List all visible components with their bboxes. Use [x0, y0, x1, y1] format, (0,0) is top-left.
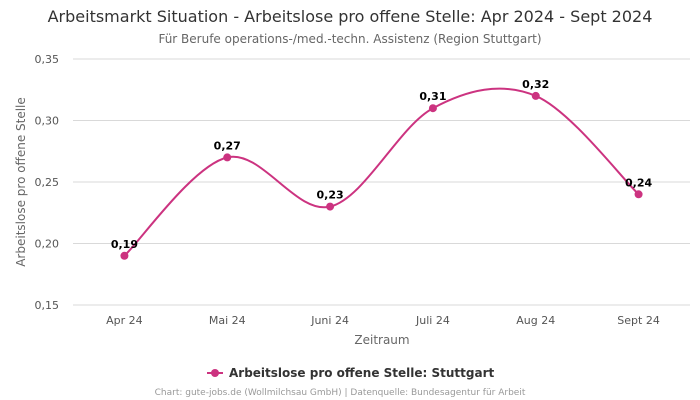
- gridlines: [73, 58, 690, 306]
- y-tick-label: 0,20: [35, 238, 60, 251]
- legend[interactable]: Arbeitslose pro offene Stelle: Stuttgart: [207, 366, 494, 380]
- legend-label[interactable]: Arbeitslose pro offene Stelle: Stuttgart: [229, 366, 494, 380]
- y-axis-title: Arbeitslose pro offene Stelle: [14, 97, 28, 267]
- data-label: 0,31: [419, 90, 446, 103]
- chart-credits: Chart: gute-jobs.de (Wollmilchsau GmbH) …: [155, 388, 526, 398]
- series-group: 0,19 0,27 0,23 0,31 0,32 0,24: [111, 78, 652, 260]
- series-line: [123, 87, 640, 257]
- x-tick-label: Aug 24: [516, 314, 555, 327]
- chart-title: Arbeitsmarkt Situation - Arbeitslose pro…: [48, 7, 653, 26]
- data-label: 0,24: [625, 176, 652, 189]
- y-tick-label: 0,15: [35, 299, 60, 312]
- x-tick-label: Juni 24: [310, 314, 349, 327]
- y-axis-ticks: 0,15 0,20 0,25 0,30 0,35: [35, 53, 60, 312]
- data-label: 0,32: [522, 78, 549, 91]
- data-point[interactable]: [326, 202, 335, 211]
- data-label: 0,23: [317, 189, 344, 202]
- data-point[interactable]: [428, 104, 437, 113]
- data-point[interactable]: [120, 251, 129, 260]
- x-tick-label: Mai 24: [209, 314, 246, 327]
- chart-subtitle: Für Berufe operations-/med.-techn. Assis…: [158, 32, 541, 46]
- x-tick-label: Apr 24: [106, 314, 143, 327]
- x-axis-title: Zeitraum: [354, 333, 409, 347]
- data-point[interactable]: [634, 190, 643, 199]
- x-tick-label: Juli 24: [415, 314, 450, 327]
- x-tick-label: Sept 24: [617, 314, 660, 327]
- y-tick-label: 0,25: [35, 176, 60, 189]
- y-tick-label: 0,35: [35, 53, 60, 66]
- data-point[interactable]: [223, 153, 232, 162]
- data-label: 0,19: [111, 238, 138, 251]
- data-point[interactable]: [531, 91, 540, 100]
- data-label: 0,27: [214, 139, 241, 152]
- legend-marker: [211, 369, 219, 377]
- y-tick-label: 0,30: [35, 115, 60, 128]
- x-axis-ticks: Apr 24 Mai 24 Juni 24 Juli 24 Aug 24 Sept 24: [106, 314, 660, 327]
